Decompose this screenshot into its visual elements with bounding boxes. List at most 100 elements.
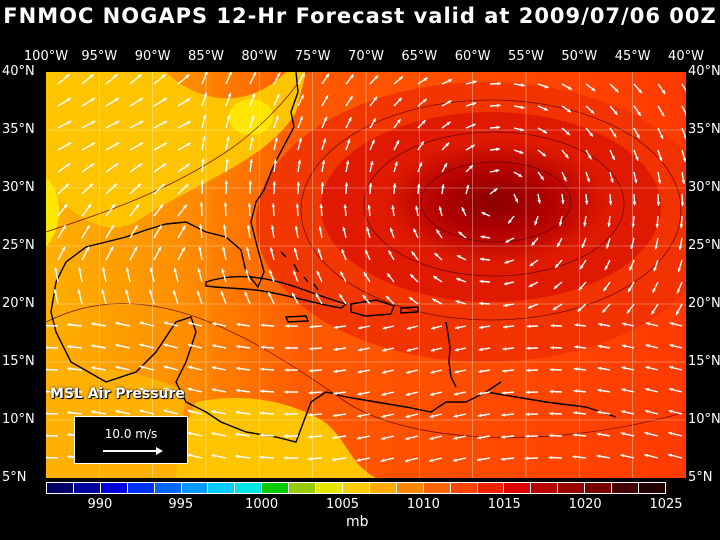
wind-arrow-icon <box>502 369 515 373</box>
colorbar-tick-label: 1015 <box>487 497 521 512</box>
wind-arrow-icon <box>345 160 350 173</box>
wind-arrow-icon <box>297 137 303 151</box>
wind-arrow-icon <box>339 271 347 283</box>
wind-arrow-icon <box>332 391 347 396</box>
wind-arrow-icon <box>478 325 491 330</box>
wind-arrow-icon <box>363 271 371 283</box>
wind-arrow-icon <box>653 259 659 272</box>
wind-arrow-icon <box>364 249 371 261</box>
wind-arrow-icon <box>246 246 251 261</box>
wind-arrow-icon <box>46 411 59 416</box>
wind-arrow-icon <box>125 289 131 305</box>
wind-arrow-icon <box>81 162 95 173</box>
wind-arrow-icon <box>115 387 131 393</box>
wind-arrow-icon <box>338 293 347 305</box>
wind-arrow-icon <box>211 388 227 393</box>
wind-arrow-icon <box>573 411 587 415</box>
wind-arrow-icon <box>433 252 443 261</box>
wind-arrow-icon <box>46 455 59 460</box>
wind-arrow-icon <box>455 277 467 283</box>
wind-arrow-icon <box>550 323 563 328</box>
colorbar-swatch <box>47 483 74 493</box>
wind-arrow-icon <box>177 142 191 151</box>
wind-arrow-icon <box>105 162 119 173</box>
wind-arrow-icon <box>393 139 400 151</box>
wind-arrow-icon <box>57 73 70 85</box>
colorbar-swatch <box>369 483 397 493</box>
wind-arrow-icon <box>187 365 203 371</box>
colorbar-swatch <box>423 483 451 493</box>
wind-arrow-icon <box>577 303 587 312</box>
wind-arrow-icon <box>481 211 491 217</box>
wind-arrow-icon <box>604 259 611 271</box>
wind-arrow-icon <box>477 435 491 440</box>
wind-arrow-icon <box>465 144 476 151</box>
wind-arrow-icon <box>46 323 59 328</box>
wind-arrow-icon <box>57 224 67 239</box>
wind-arrow-icon <box>548 455 563 460</box>
wind-arrow-icon <box>321 94 329 107</box>
wind-arrow-icon <box>57 246 66 261</box>
wind-arrow-icon <box>622 322 635 327</box>
wind-arrow-icon <box>621 366 635 371</box>
wind-arrow-icon <box>259 411 275 416</box>
wind-arrow-icon <box>669 343 683 349</box>
wind-arrow-icon <box>489 169 500 173</box>
wind-arrow-icon <box>405 413 419 419</box>
wind-arrow-icon <box>260 367 275 372</box>
wind-arrow-icon <box>479 301 491 306</box>
wind-arrow-icon <box>236 366 251 371</box>
wind-arrow-icon <box>91 410 107 415</box>
colorbar-labels: 990 995 1000 1005 1010 1015 1020 1025 <box>0 497 720 513</box>
wind-arrow-icon <box>572 433 587 437</box>
wind-arrow-icon <box>681 83 686 94</box>
wind-vectors <box>46 72 686 463</box>
wind-arrow-icon <box>177 225 186 239</box>
wind-arrow-icon <box>297 72 306 85</box>
wind-arrow-icon <box>139 365 155 371</box>
wind-arrow-icon <box>574 323 587 327</box>
wind-arrow-icon <box>430 347 443 352</box>
reference-arrow-icon <box>103 447 163 455</box>
wind-arrow-icon <box>308 368 323 373</box>
wind-arrow-icon <box>574 345 587 349</box>
latitude-label: 25°N <box>688 238 720 253</box>
wind-arrow-icon <box>513 149 524 154</box>
wind-arrow-icon <box>596 454 611 459</box>
wind-arrow-icon <box>57 120 72 129</box>
colorbar-swatch <box>100 483 128 493</box>
wind-arrow-icon <box>681 127 686 140</box>
wind-arrow-icon <box>628 259 635 271</box>
wind-arrow-icon <box>455 300 467 305</box>
wind-arrow-icon <box>633 83 643 94</box>
wind-arrow-icon <box>415 205 419 217</box>
wind-arrow-icon <box>57 162 71 173</box>
wind-arrow-icon <box>489 103 501 108</box>
wind-arrow-icon <box>225 114 231 129</box>
wind-arrow-icon <box>333 347 347 352</box>
wind-arrow-icon <box>247 202 252 217</box>
wind-arrow-icon <box>268 269 275 283</box>
wind-arrow-icon <box>222 246 227 261</box>
wind-arrow-icon <box>297 159 302 173</box>
wind-arrow-icon <box>153 120 168 129</box>
wind-arrow-icon <box>430 369 443 374</box>
wind-arrow-icon <box>554 259 563 269</box>
wind-arrow-icon <box>163 365 179 371</box>
wind-arrow-icon <box>369 117 377 129</box>
wind-arrow-icon <box>163 387 179 393</box>
wind-arrow-icon <box>284 368 299 372</box>
wind-arrow-icon <box>225 92 232 107</box>
wind-arrow-icon <box>513 127 525 132</box>
wind-arrow-icon <box>393 118 402 129</box>
latitude-label: 15°N <box>688 354 720 369</box>
latitude-label: 20°N <box>2 296 35 311</box>
wind-arrow-icon <box>153 224 163 239</box>
wind-arrow-icon <box>91 388 107 393</box>
wind-arrow-icon <box>465 184 470 195</box>
longitude-label: 60°W <box>454 49 491 64</box>
wind-arrow-icon <box>435 229 443 239</box>
wind-arrow-icon <box>609 83 619 93</box>
wind-arrow-icon <box>53 289 59 305</box>
wind-arrow-icon <box>428 457 443 463</box>
